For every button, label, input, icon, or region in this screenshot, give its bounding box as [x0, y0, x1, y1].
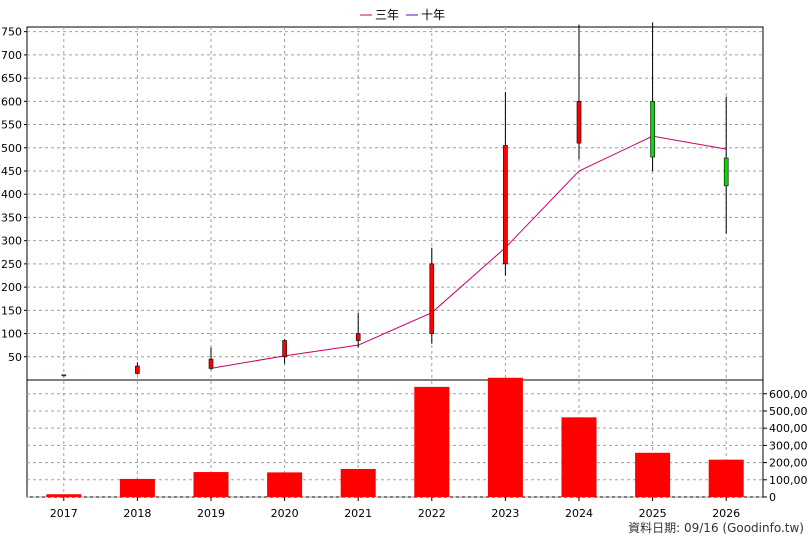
volume-bar: [635, 452, 671, 497]
candlestick: [61, 374, 67, 377]
price-tick-label: 650: [1, 72, 22, 85]
x-tick-label: 2018: [123, 507, 151, 520]
x-axis: 2017 2018 2019 2020 2021 2022 2023 2024 2025 2026: [50, 497, 740, 520]
x-tick-label: 2020: [271, 507, 299, 520]
volume-bar: [708, 459, 744, 497]
price-tick-label: 150: [1, 304, 22, 317]
price-tick-label: 550: [1, 119, 22, 132]
x-tick-label: 2024: [565, 507, 593, 520]
volume-bar: [487, 377, 523, 497]
volume-tick-label: 0: [769, 491, 776, 504]
candle-body: [429, 263, 435, 334]
x-tick-label: 2026: [712, 507, 740, 520]
price-tick-label: 600: [1, 95, 22, 108]
x-tick-label: 2019: [197, 507, 225, 520]
candlesticks: [61, 22, 729, 377]
price-tick-label: 100: [1, 328, 22, 341]
price-tick-label: 200: [1, 281, 22, 294]
x-tick-label: 2023: [491, 507, 519, 520]
volume-bar: [267, 472, 303, 497]
price-axis: 50 100 150 200 250 300 350 400 450 500 550 600 650 70…: [1, 26, 27, 364]
volume-bars: [46, 377, 744, 497]
volume-tick-label: 300,000: [769, 439, 808, 452]
candle-body: [282, 340, 287, 358]
volume-bar: [46, 494, 82, 497]
candlestick: [576, 24, 582, 160]
volume-axis: 0 100,000 200,000 300,000 400,000 500,000 600,…: [763, 388, 808, 504]
candlestick: [282, 339, 287, 364]
footer-note: 資料日期: 09/16 (Goodinfo.tw): [628, 521, 804, 535]
moving-average-line: [210, 135, 727, 369]
legend: 三年 十年: [360, 8, 445, 22]
volume-tick-label: 400,000: [769, 422, 808, 435]
x-tick-label: 2022: [418, 507, 446, 520]
legend-label-ten-year: 十年: [421, 8, 445, 22]
volume-bar: [414, 386, 450, 497]
price-tick-label: 300: [1, 235, 22, 248]
candle-body: [135, 365, 140, 374]
candlestick: [723, 96, 729, 234]
candlestick: [650, 22, 655, 171]
volume-bar: [340, 468, 376, 497]
volume-tick-label: 500,000: [769, 405, 808, 418]
price-tick-label: 50: [8, 351, 22, 364]
candlestick: [355, 312, 361, 348]
candle-body: [61, 374, 67, 377]
price-tick-label: 750: [1, 26, 22, 39]
candle-body: [576, 101, 582, 144]
price-tick-label: 250: [1, 258, 22, 271]
candle-body: [650, 101, 655, 158]
grid-lines: [27, 27, 763, 498]
x-tick-label: 2021: [344, 507, 372, 520]
volume-tick-label: 600,000: [769, 388, 808, 401]
price-panel: [26, 26, 764, 381]
candle-body: [355, 333, 361, 341]
price-tick-label: 700: [1, 49, 22, 62]
volume-tick-label: 200,000: [769, 457, 808, 470]
candle-body: [208, 358, 214, 369]
price-tick-label: 450: [1, 165, 22, 178]
moving-average-lines: [210, 135, 727, 369]
x-tick-label: 2025: [639, 507, 667, 520]
price-tick-label: 350: [1, 211, 22, 224]
volume-tick-label: 100,000: [769, 474, 808, 487]
candlestick: [208, 347, 214, 370]
candle-body: [503, 145, 508, 265]
volume-bar: [193, 472, 229, 497]
x-tick-label: 2017: [50, 507, 78, 520]
candle-body: [723, 157, 729, 187]
candlestick: [503, 92, 508, 276]
price-tick-label: 400: [1, 188, 22, 201]
legend-label-three-year: 三年: [375, 8, 399, 22]
volume-bar: [561, 417, 597, 497]
candlestick: [135, 362, 140, 375]
price-tick-label: 500: [1, 142, 22, 155]
candlestick: [429, 247, 435, 344]
volume-bar: [119, 478, 155, 497]
